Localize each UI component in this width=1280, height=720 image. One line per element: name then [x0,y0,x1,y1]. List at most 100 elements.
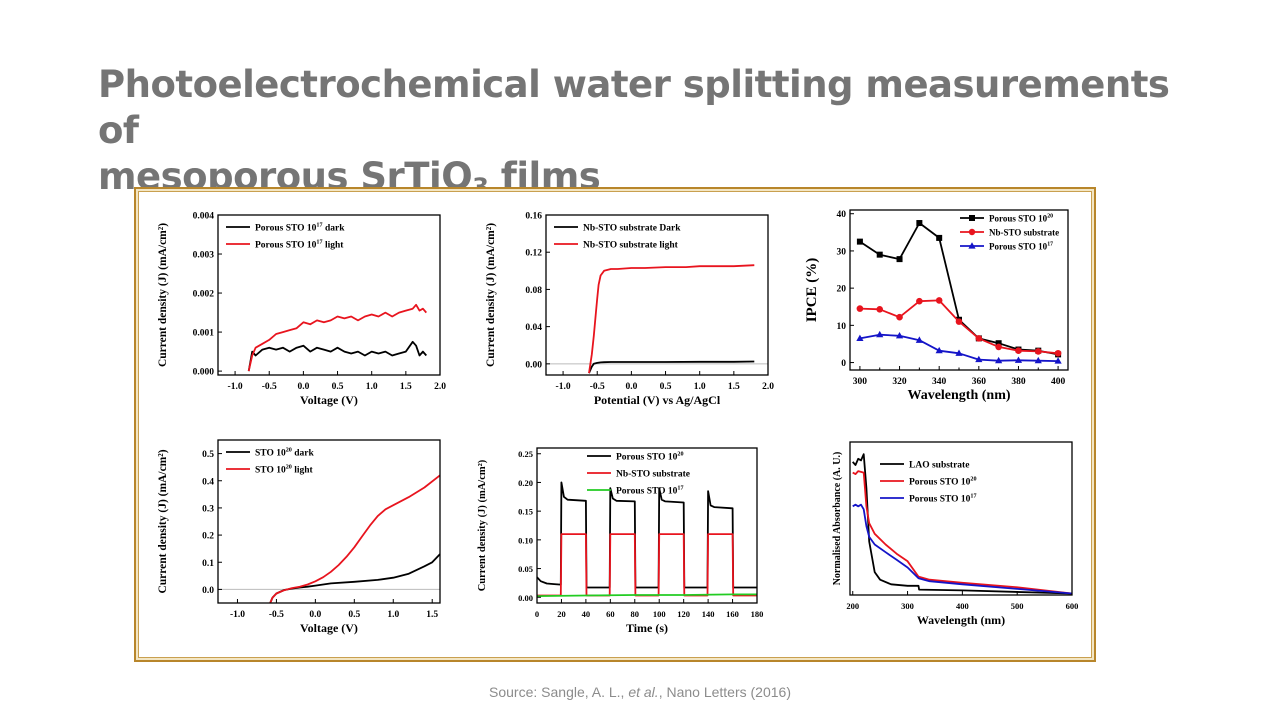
x-axis-label: Potential (V) vs Ag/AgCl [594,393,721,407]
legend-label-text: Porous STO 10 [909,478,971,488]
source-prefix: Source: Sangle, A. L., [489,684,629,700]
data-point [876,306,884,313]
data-point [876,330,884,338]
x-tick-label: 400 [1051,377,1066,387]
legend-label-text: Porous STO 10 [616,487,678,497]
legend-label-text: STO 10 [255,449,286,459]
data-point [916,220,923,227]
x-tick-label: -0.5 [262,382,277,392]
data-point [975,335,983,342]
series-2 [247,303,427,372]
x-tick-label: 20 [557,609,566,619]
slide-title: Photoelectrochemical water splitting mea… [98,62,1218,200]
x-tick-label: 320 [892,377,907,387]
x-tick-label: 300 [853,377,868,387]
chart-jv-sto-1e20: -1.0 -0.5 0.0 0.5 1.0 1.50.00.10.20.30.40.5Vo… [157,439,441,635]
legend-marker [968,242,976,249]
y-tick-label: 0.04 [525,323,542,333]
legend-label-text: Porous STO 10 [909,495,971,505]
x-tick-label: 0.0 [309,610,321,620]
y-axis-label: Current density (J) (mA/cm²) [485,223,497,367]
x-tick-label: 60 [606,609,615,619]
x-tick-label: 40 [582,609,591,619]
chart-panel-2: -1.0 -0.5 0.0 0.5 1.0 1.5 2.0 0.00 0.04 0.08 0.12 0… [474,200,779,420]
chart-panel-1: -1.0 -0.5 0.0 0.5 1.0 1.5 2.0 0.000 0.001 0.002 0.… [148,200,453,420]
legend-label: LAO substrate [909,461,969,471]
x-tick-label: 1.0 [694,382,706,392]
y-tick-label: 20 [837,285,847,295]
source-citation: Source: Sangle, A. L., et al., Nano Lett… [0,684,1280,700]
y-tick-label: 0.0 [202,586,214,596]
series-line [537,533,757,597]
x-tick-label: 1.0 [387,610,399,620]
chart-panel-4: -1.0 -0.5 0.0 0.5 1.0 1.5 0.0 0.1 0.2 0.3 0.4 0.5 Vo… [148,430,453,645]
y-axis-label: IPCE (%) [804,258,820,323]
plot-frame [217,439,441,604]
y-tick-label: 30 [837,247,847,257]
y-tick-label: 0.004 [193,212,215,222]
data-point [1034,356,1042,364]
legend-label: Porous STO 1017 light [255,240,344,251]
x-axis-label: Wavelength (nm) [907,388,1010,403]
legend-label: Porous STO 1020 [616,452,684,463]
x-tick-label: 500 [1011,601,1024,611]
legend-label: Porous STO 1020 [989,214,1053,224]
data-point [856,238,863,245]
series-line [588,264,755,374]
data-point [955,349,963,356]
x-tick-label: 0.0 [625,382,637,392]
legend-label: Porous STO 1017 dark [255,223,345,234]
y-tick-label: 0 [841,359,846,369]
chart-panel-6: 200 300 400 500 600 Wavelength (nm) Normalised… [805,430,1085,645]
x-tick-label: 1.5 [728,382,740,392]
data-point [895,331,904,339]
series-line [536,481,757,589]
x-tick-label: 0.0 [297,382,309,392]
series-line [859,299,1059,355]
legend-label-rest: light [323,241,345,251]
x-tick-label: 120 [677,609,690,619]
x-tick-label: 0.5 [660,382,672,392]
series-3 [856,330,1062,364]
legend-label-text: STO 10 [255,466,286,476]
legend-label: Nb-STO substrate light [583,241,679,251]
chart-chopped-light: 0 20 40 60 80 100 120 140 160 180 0.00 0.05 0.10 0.15… [477,447,763,635]
series-line [588,360,755,374]
data-point [935,346,943,354]
data-point [975,355,983,363]
series-2 [269,474,441,604]
x-axis-label: Voltage (V) [300,621,358,635]
source-etal: et al. [628,684,659,700]
data-point [1015,347,1022,354]
legend-label-exponent: 17 [316,223,322,229]
y-tick-label: 40 [837,210,847,220]
data-point [1054,349,1062,357]
y-tick-label: 0.2 [202,532,214,542]
x-tick-label: 100 [653,609,666,619]
legend-label: Porous STO 1017 [909,494,977,505]
plot-frame [545,214,769,376]
data-point [915,336,923,343]
y-tick-label: 0.08 [525,286,542,296]
legend-label: Nb-STO substrate [616,470,690,480]
x-tick-label: -1.0 [230,610,245,620]
series-1 [588,360,755,374]
legend: Porous STO 1017 dark Porous STO 1017 ligh… [226,223,345,251]
legend: Porous STO 1020 Nb-STO substrate Porous ST… [587,452,690,497]
data-point [896,313,903,321]
x-tick-label: 140 [702,609,715,619]
series-2 [537,533,757,597]
legend-label: STO 1020 dark [255,448,315,459]
legend-label: STO 1020 light [255,465,314,476]
data-point [1014,356,1023,363]
data-point [1054,357,1062,364]
data-point [916,297,923,305]
y-tick-label: 0.5 [202,450,214,460]
series-line [852,453,1073,595]
x-tick-label: -0.5 [590,382,605,392]
y-axis-label: Current density (J) (mA/cm²) [157,449,169,593]
x-tick-label: 600 [1066,601,1079,611]
legend-label-text: Porous STO 10 [989,242,1048,252]
x-tick-label: 0 [535,609,539,619]
figure-frame [134,187,1096,662]
